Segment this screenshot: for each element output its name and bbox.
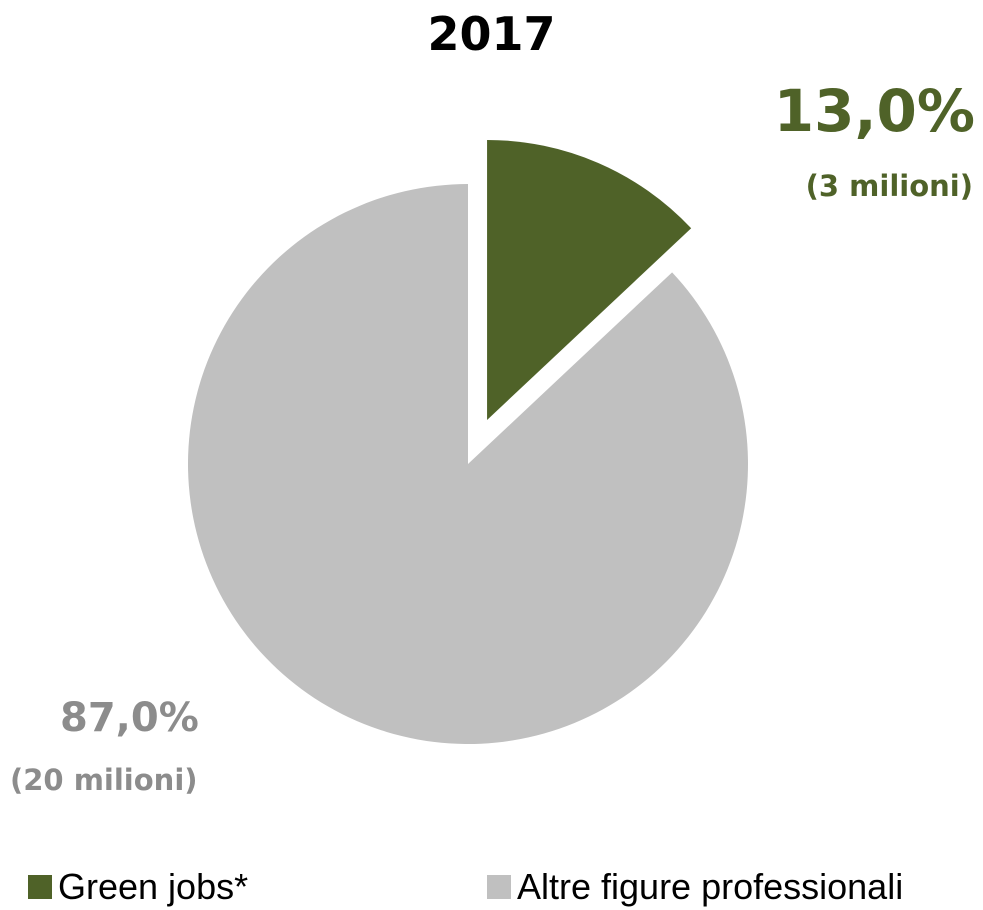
legend-label-other-jobs: Altre figure professionali <box>517 866 904 907</box>
pie-slice-other-jobs <box>187 184 748 745</box>
other-jobs-count-label: (20 milioni) <box>10 763 198 797</box>
pie-chart <box>187 139 748 745</box>
green-jobs-percent-label: 13,0% <box>773 77 975 145</box>
legend-swatch-green-jobs <box>28 875 52 899</box>
legend-item-other-jobs[interactable]: Altre figure professionali <box>487 866 903 908</box>
chart-legend: Green jobs* Altre figure professionali <box>0 866 983 910</box>
pie-slice-green-jobs <box>487 139 692 420</box>
green-jobs-count-label: (3 milioni) <box>805 169 973 203</box>
legend-swatch-other-jobs <box>487 875 511 899</box>
chart-title: 2017 <box>427 7 556 61</box>
legend-label-green-jobs: Green jobs* <box>58 866 249 907</box>
legend-item-green-jobs[interactable]: Green jobs* <box>28 866 248 908</box>
other-jobs-percent-label: 87,0% <box>60 695 199 741</box>
